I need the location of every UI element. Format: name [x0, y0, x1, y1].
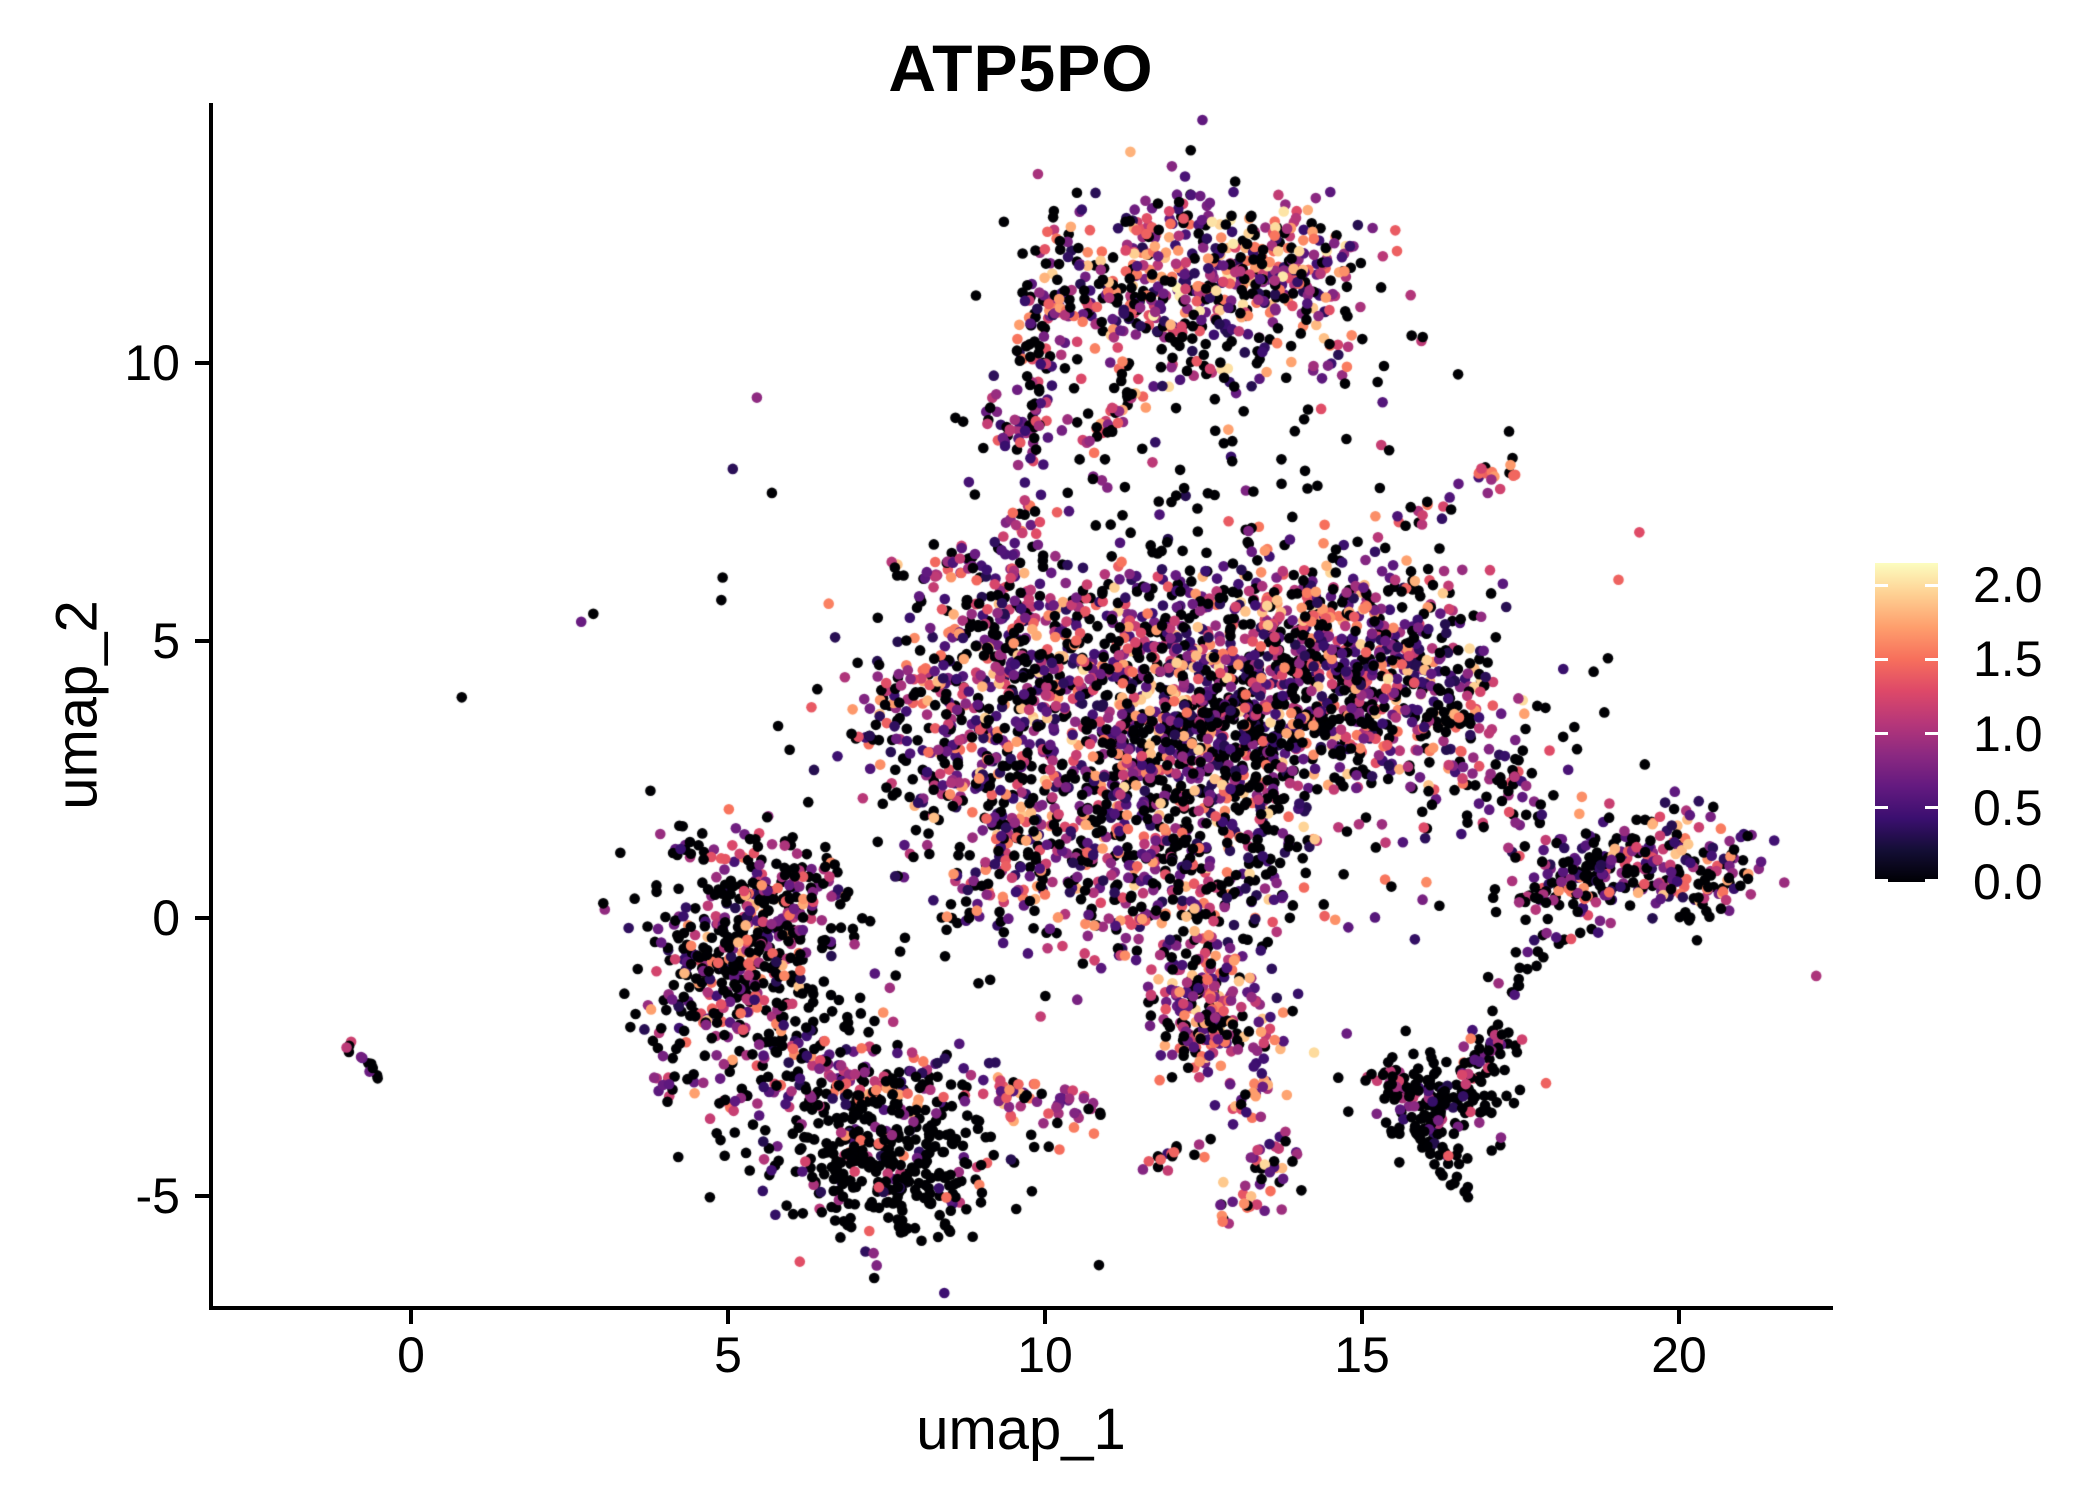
x-tick-label-10: 10: [1017, 1327, 1073, 1383]
y-tick-mark--5: [195, 1193, 209, 1198]
y-tick-label-5: 5: [152, 612, 180, 669]
colorbar-tick-1.0-left: [1875, 732, 1888, 736]
colorbar-label-0.0: 0.0: [1973, 854, 2043, 910]
colorbar-gradient: [1875, 563, 1938, 882]
x-tick-mark-20: [1677, 1310, 1681, 1324]
x-tick-mark-15: [1360, 1310, 1364, 1324]
colorbar-tick-1.0-right: [1925, 732, 1938, 736]
colorbar-tick-2.0-right: [1925, 583, 1938, 587]
colorbar-label-1.0: 1.0: [1973, 705, 2043, 762]
colorbar-tick-0.0-right: [1925, 879, 1938, 882]
colorbar-tick-1.5-right: [1925, 657, 1938, 661]
y-tick-label--5: -5: [135, 1167, 180, 1224]
y-tick-mark-0: [195, 916, 209, 920]
colorbar-tick-0.5-right: [1925, 806, 1938, 810]
colorbar-label-2.0: 2.0: [1973, 557, 2043, 614]
x-tick-label-5: 5: [714, 1327, 742, 1383]
x-tick-mark-5: [726, 1310, 730, 1324]
colorbar-tick-2.0-left: [1875, 583, 1888, 587]
expression-colorbar: [1875, 563, 1938, 882]
x-axis-label: umap_1: [916, 1397, 1126, 1462]
x-tick-label-20: 20: [1651, 1327, 1707, 1383]
colorbar-label-0.5: 0.5: [1973, 779, 2043, 836]
y-tick-label-0: 0: [152, 890, 180, 946]
colorbar-tick-0.5-left: [1875, 806, 1888, 810]
y-axis-label: umap_2: [44, 600, 110, 810]
x-axis-line: [209, 1306, 1833, 1310]
x-tick-mark-0: [409, 1310, 413, 1324]
x-tick-label-15: 15: [1334, 1327, 1390, 1383]
y-tick-label-10: 10: [124, 335, 180, 391]
colorbar-tick-0.0-left: [1875, 879, 1888, 882]
x-tick-label-0: 0: [397, 1327, 425, 1383]
colorbar-label-1.5: 1.5: [1973, 631, 2043, 688]
y-tick-mark-5: [195, 638, 209, 643]
x-tick-mark-10: [1043, 1310, 1047, 1324]
colorbar-tick-1.5-left: [1875, 657, 1888, 661]
y-axis-line: [209, 103, 213, 1310]
y-tick-mark-10: [195, 361, 209, 365]
